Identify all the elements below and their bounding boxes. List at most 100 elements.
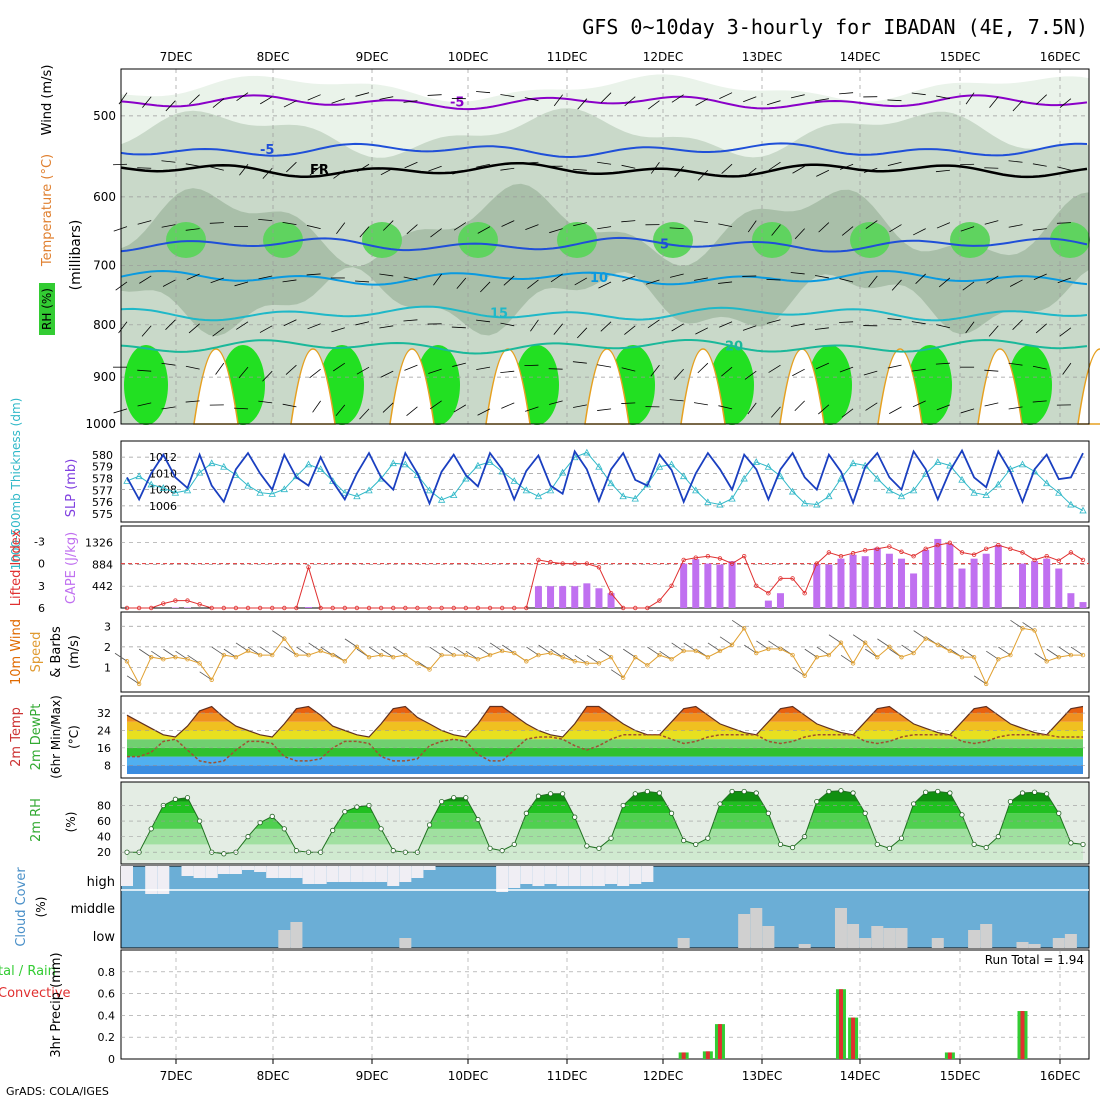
li-point — [850, 551, 856, 556]
li-point — [572, 561, 577, 566]
wind-point — [705, 654, 711, 660]
isotherm-5 — [120, 236, 1088, 253]
axis-label-wind10: 10m Wind — [9, 619, 24, 685]
cloud-high-bar — [229, 866, 242, 874]
thickness-point — [195, 468, 204, 476]
wind-point — [451, 652, 456, 658]
wind-barb-10m — [465, 650, 479, 660]
li-point — [633, 605, 638, 611]
wind-barb — [283, 100, 297, 108]
li-point — [463, 605, 469, 611]
cloud-high-bar — [302, 866, 315, 884]
axis-label-dewpt: 2m DewPt — [29, 704, 44, 771]
cloud-low-bar — [1052, 938, 1065, 948]
wind-barb — [815, 362, 830, 370]
wind-barb — [790, 323, 805, 327]
wind-barb — [355, 92, 370, 97]
rh-point — [1007, 798, 1013, 805]
wind-barb — [621, 164, 636, 169]
wind-barb — [600, 92, 612, 103]
wind-barb — [913, 228, 926, 236]
wind-barb-10m — [502, 644, 515, 654]
cloud-high-bar — [387, 866, 400, 886]
wind-barb — [718, 223, 733, 227]
li-point — [766, 591, 771, 596]
wind-barb-10m — [756, 640, 769, 650]
wind-barb — [818, 222, 830, 233]
wind-barb — [695, 327, 709, 335]
cloud-level-low: low — [93, 930, 116, 945]
y-tick-precip: 0 — [108, 1053, 115, 1066]
rh-point — [584, 843, 590, 849]
precip-convective-bar — [681, 1052, 686, 1059]
wind-point — [403, 652, 408, 658]
wind-barb-10m — [441, 646, 454, 656]
axis-label-cloud-pct: (%) — [34, 897, 48, 918]
wind-barb — [452, 362, 466, 367]
wind-barb — [306, 273, 321, 276]
rh-point — [947, 790, 953, 796]
rh-point — [1019, 790, 1026, 796]
isotherm-10 — [120, 269, 1088, 286]
li-point — [209, 605, 214, 611]
cloud-low-bar — [677, 938, 690, 948]
temp-band — [127, 765, 1083, 774]
wind-barb — [476, 163, 491, 168]
temp-band — [127, 713, 1083, 722]
wind-point — [463, 652, 469, 658]
wind-barb-10m — [126, 675, 140, 685]
rh-point — [330, 827, 336, 834]
cape-bar — [728, 561, 736, 608]
wind-barb — [403, 319, 418, 322]
cloud-low-bar — [847, 924, 860, 948]
li-point — [1008, 546, 1013, 551]
wind-barb — [553, 94, 563, 107]
wind-point — [959, 654, 965, 660]
cloud-high-bar — [629, 866, 642, 884]
wind-barb — [960, 226, 975, 232]
wind-barb-10m — [961, 648, 975, 658]
rh-point — [184, 795, 191, 801]
rh-point — [826, 788, 832, 795]
rh-mid-patch — [653, 222, 693, 258]
rh-point — [124, 849, 130, 855]
cloud-high-bar — [605, 866, 618, 884]
cape-bar — [885, 553, 893, 608]
wind-barb-10m — [1046, 648, 1060, 658]
wind-barb-10m — [598, 648, 612, 658]
wind-barb — [674, 165, 684, 178]
li-point — [185, 598, 190, 603]
y-tick-cape: 884 — [92, 558, 113, 571]
rh-point — [1031, 789, 1038, 795]
axis-label-ms: (m/s) — [67, 635, 82, 669]
wind-barb — [403, 276, 418, 281]
wind-point — [923, 636, 928, 641]
li-point — [487, 605, 493, 611]
x-tick-top: 8DEC — [257, 50, 290, 64]
axis-label-thickness: 1000-500mb Thickness (dm) — [9, 398, 23, 571]
rh-point — [886, 845, 892, 851]
precip-convective-bar — [717, 1024, 722, 1059]
wind-barb — [766, 319, 781, 324]
wind-barb-10m — [973, 675, 987, 685]
wind-barb — [382, 402, 394, 413]
wind-barb — [451, 326, 466, 329]
cloud-low-bar — [859, 938, 872, 948]
wind-barb — [986, 275, 999, 284]
wind-barb — [477, 408, 491, 416]
rh-point — [1056, 810, 1062, 816]
wind-barb-10m — [744, 644, 757, 654]
wind-point — [173, 654, 178, 660]
wind-barb-10m — [247, 646, 261, 656]
rh-point — [717, 801, 723, 807]
thickness-point — [1055, 488, 1063, 496]
wind-barb — [476, 91, 491, 94]
wind-point — [584, 661, 590, 666]
cape-bar — [849, 554, 857, 608]
cloud-high-bar — [592, 866, 605, 886]
thickness-point — [147, 480, 155, 488]
wind-point — [149, 654, 154, 660]
precip-convective-bar — [705, 1051, 710, 1059]
wind-barb — [598, 281, 612, 289]
wind-barb — [380, 370, 394, 378]
